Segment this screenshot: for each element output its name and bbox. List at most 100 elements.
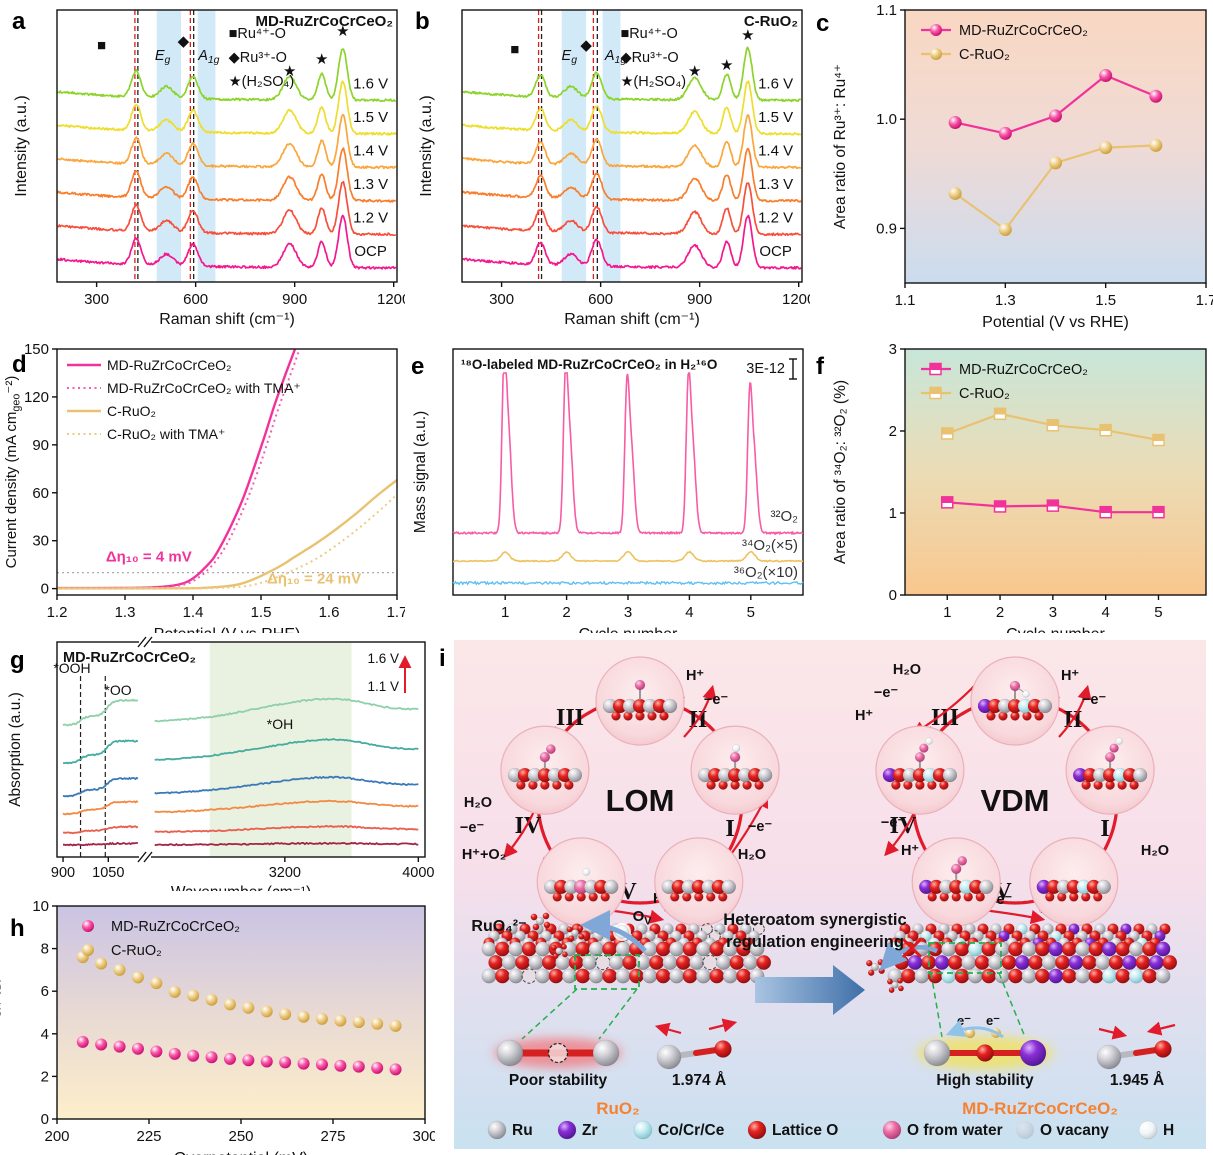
- data-point-C-RuO₂: [187, 989, 200, 1002]
- band-region-oh: [209, 642, 352, 857]
- panel-title: C-RuO₂: [744, 13, 798, 30]
- o-atom: [888, 987, 895, 994]
- o-atom: [1154, 1040, 1172, 1058]
- ruo4-cluster: [530, 912, 551, 931]
- legend-label: MD-RuZrCoCrCeO₂: [959, 362, 1088, 378]
- peak-marker: ◆: [580, 37, 592, 54]
- ruo4-label: RuO₄²⁻: [471, 918, 526, 935]
- legend-atom-ow: [882, 1120, 902, 1140]
- ow-atom: [1105, 752, 1116, 763]
- atom-legend-item-ow: O from water: [882, 1120, 1003, 1140]
- o-atom: [682, 941, 698, 957]
- ru-atom: [871, 963, 880, 972]
- cc-atom: [941, 968, 956, 984]
- atom-legend-item-cc: Co/Cr/Ce: [633, 1120, 725, 1140]
- y-tick-label: 1: [889, 505, 897, 522]
- plot-frame: [56, 9, 398, 283]
- curve-label: 1.3 V: [353, 176, 388, 193]
- curve-label: 1.4 V: [353, 143, 388, 160]
- o-atom: [1081, 955, 1097, 970]
- data-point-C-RuO₂: [205, 993, 218, 1006]
- ru-atom: [535, 916, 545, 926]
- o-atom: [628, 968, 644, 984]
- stretch-arrow: [708, 1018, 738, 1033]
- legend-label: C-RuO₂: [107, 403, 156, 419]
- x-tick-label: 600: [588, 291, 613, 308]
- x-tick-label: 900: [687, 291, 712, 308]
- ftir-curve-right-2: [154, 799, 419, 814]
- data-point-C-RuO₂: [334, 1014, 347, 1027]
- o-atom: [729, 955, 745, 970]
- x-tick-label: 1.4: [183, 604, 204, 621]
- zr-atom: [1122, 955, 1137, 970]
- o-atom: [1001, 955, 1017, 970]
- x-tick-label: 300: [489, 291, 514, 308]
- heteroatom-text-1: Heteroatom synergistic: [723, 911, 906, 929]
- data-point-MD-RuZrCoCrCeO₂: [1149, 89, 1163, 103]
- zr-atom: [1019, 1039, 1047, 1067]
- ru-atom: [1155, 968, 1171, 984]
- curve-label: 1.6 V: [758, 76, 793, 93]
- data-point-C-RuO₂: [1049, 156, 1062, 170]
- zoom-line: [521, 988, 578, 1040]
- panel-title: MD-RuZrCoCrCeO₂: [63, 650, 196, 666]
- o-atom: [532, 923, 540, 931]
- electron-ball: [965, 1028, 975, 1038]
- axis-break: [137, 636, 147, 648]
- plot-background: [905, 349, 1206, 595]
- o-atom: [886, 978, 893, 985]
- panel-d-chart: MD-RuZrCoCrCeO₂ MD-RuZrCoCrCeO₂ with TMA⁺…: [3, 341, 405, 633]
- x-tick-label: 1.7: [387, 604, 405, 621]
- plot-frame: [904, 9, 1207, 284]
- ow-atom: [1009, 680, 1021, 692]
- ftir-curve-left-5: [62, 698, 139, 727]
- step-numeral-IV: IV: [515, 813, 542, 839]
- x-tick-label: 1.6: [319, 604, 340, 621]
- ru-atom: [941, 941, 956, 957]
- x-axis-label: Raman shift (cm⁻¹): [159, 311, 295, 328]
- raman-curve-1.6 V: [462, 46, 802, 103]
- ru-atom: [496, 1039, 524, 1067]
- data-point-MD-RuZrCoCrCeO₂: [168, 1047, 181, 1060]
- data-point-C-RuO₂: [1099, 141, 1113, 155]
- x-tick-label: 1: [943, 604, 951, 621]
- lsv-curve-C-RuO₂ with TMA⁺: [57, 493, 397, 590]
- ru-atom: [535, 941, 551, 957]
- o-atom: [578, 933, 585, 940]
- x-tick-label: 225: [136, 1128, 161, 1145]
- panel-b-letter: b: [415, 8, 430, 35]
- y-tick-label: 0: [41, 581, 49, 598]
- data-point-C-RuO₂: [223, 998, 236, 1011]
- o-atom: [1061, 968, 1077, 984]
- ru-atom: [695, 941, 711, 957]
- panel-a-chart: OCP 1.2 V 1.3 V 1.4 V 1.5 V 1.6 V MD-RuZrCoCrC…: [13, 9, 405, 328]
- species-label-in: H₂O: [464, 795, 492, 811]
- panel-title: ¹⁸O-labeled MD-RuZrCoCrCeO₂ in H₂¹⁶O: [461, 357, 717, 372]
- curve-label: 1.2 V: [353, 210, 388, 227]
- x-tick-label: 5: [747, 604, 755, 621]
- data-point-MD-RuZrCoCrCeO₂: [150, 1045, 163, 1058]
- o-atom: [495, 968, 510, 984]
- legend-label: C-RuO₂: [959, 386, 1010, 402]
- ftir-curve-left-4: [62, 739, 139, 765]
- curve-label: 1.6 V: [353, 76, 388, 93]
- legend-atom-label: O from water: [907, 1122, 1003, 1139]
- vdm-cycle: IH₂OII−e⁻H⁺IIIH₂O−e⁻H⁺IV−e⁻H⁺V−e⁻H⁺+O₂VD…: [855, 656, 1169, 927]
- ru-atom: [1128, 941, 1144, 957]
- x-tick-label: 900: [51, 865, 75, 881]
- band-label: Eg: [155, 48, 171, 66]
- species-label-out: H⁺+O₂: [462, 847, 506, 863]
- o-vacancy-atom: [595, 954, 611, 971]
- data-point-C-RuO₂: [1149, 138, 1163, 152]
- ow-atom: [634, 679, 646, 691]
- data-point-MD-RuZrCoCrCeO₂: [1099, 69, 1113, 83]
- x-tick-label: 600: [183, 291, 208, 308]
- peak-marker: ★: [720, 57, 733, 74]
- ru-atom: [669, 941, 685, 957]
- zr-atom: [1155, 941, 1171, 957]
- legend-atom-label: O vacany: [1040, 1122, 1109, 1139]
- legend-atom-label: Co/Cr/Ce: [658, 1122, 725, 1139]
- zoom-line: [930, 972, 943, 1038]
- data-point-MD-RuZrCoCrCeO₂: [297, 1057, 310, 1070]
- o-atom: [981, 941, 997, 957]
